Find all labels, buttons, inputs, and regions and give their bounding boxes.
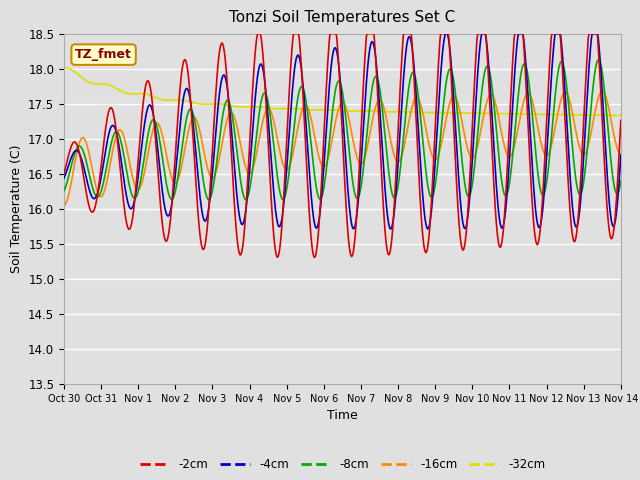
X-axis label: Time: Time — [327, 409, 358, 422]
Title: Tonzi Soil Temperatures Set C: Tonzi Soil Temperatures Set C — [229, 11, 456, 25]
Y-axis label: Soil Temperature (C): Soil Temperature (C) — [10, 144, 22, 273]
Text: TZ_fmet: TZ_fmet — [75, 48, 132, 61]
Legend: -2cm, -4cm, -8cm, -16cm, -32cm: -2cm, -4cm, -8cm, -16cm, -32cm — [135, 454, 550, 476]
